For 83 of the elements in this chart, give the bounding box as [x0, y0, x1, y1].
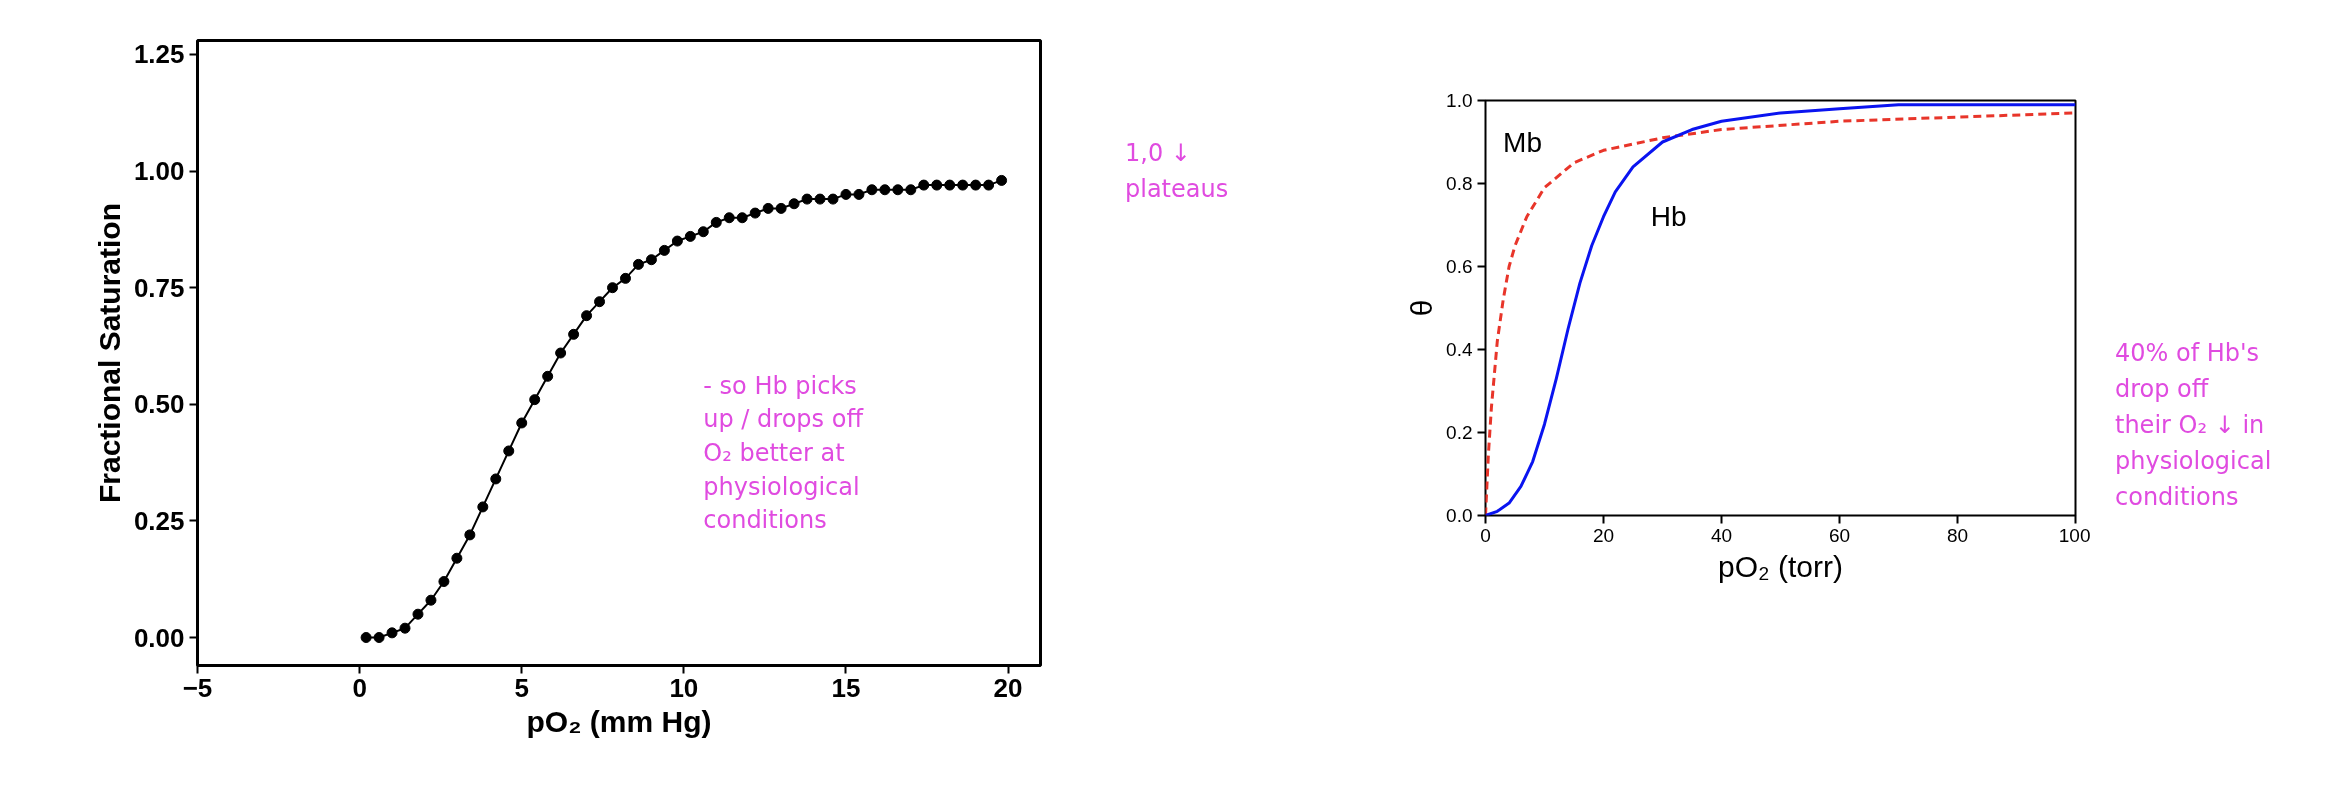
point: [918, 179, 930, 191]
point: [451, 552, 463, 564]
point: [684, 230, 696, 242]
point: [866, 184, 878, 196]
point: [490, 473, 502, 485]
x-tick-label: 80: [1946, 524, 1969, 546]
text: 40% of Hb's drop off their O₂ ↓ in physiological conditions: [2115, 338, 2272, 513]
point: [607, 282, 619, 294]
point: [697, 226, 709, 238]
point: [425, 594, 437, 606]
point: [814, 193, 826, 205]
point: [464, 529, 476, 541]
series-label: Mb: [1503, 127, 1542, 159]
point: [762, 202, 774, 214]
point: [957, 179, 969, 191]
x-tick-label: 20: [993, 672, 1023, 703]
y-axis-title: θ: [1405, 299, 1439, 317]
point: [723, 212, 735, 224]
point: [840, 188, 852, 200]
y-tick-label: 0.25: [133, 505, 185, 536]
y-tick-label: 0.75: [133, 272, 185, 303]
point: [931, 179, 943, 191]
y-tick-label: 0.8: [1446, 173, 1473, 194]
x-tick-label: 15: [831, 672, 861, 703]
y-tick-label: 1.0: [1446, 90, 1473, 111]
point: [568, 328, 580, 340]
y-tick-label: 0.2: [1446, 422, 1473, 443]
point: [412, 608, 424, 620]
x-axis-title: pO₂ (mm Hg): [526, 704, 712, 738]
point: [477, 501, 489, 513]
annotation: - so Hb picks up / drops off O₂ better at physiological conditions: [703, 371, 864, 535]
point: [658, 244, 670, 256]
x-tick-label: 40: [1710, 524, 1733, 546]
point: [983, 179, 995, 191]
x-tick-label: 5: [514, 672, 529, 703]
point: [386, 627, 398, 639]
y-tick-label: 1.00: [133, 156, 185, 187]
point: [892, 184, 904, 196]
point: [788, 198, 800, 210]
y-tick-label: 0.50: [133, 389, 185, 420]
point: [827, 193, 839, 205]
x-tick-label: 0: [1480, 524, 1491, 546]
x-tick-label: 60: [1828, 524, 1851, 546]
point: [529, 394, 541, 406]
point: [438, 576, 450, 588]
series-label: Hb: [1650, 201, 1687, 233]
point: [594, 296, 606, 308]
y-tick-label: 0.00: [133, 622, 185, 653]
point: [581, 310, 593, 322]
y-tick-label: 0.6: [1446, 256, 1473, 277]
point: [905, 184, 917, 196]
point: [360, 632, 372, 644]
point: [555, 347, 567, 359]
point: [749, 207, 761, 219]
y-tick-label: 0.4: [1446, 339, 1473, 360]
point: [944, 179, 956, 191]
point: [710, 216, 722, 228]
point: [619, 272, 631, 284]
text: 1,0 ↓ plateaus: [1125, 138, 1229, 205]
x-tick-label: 100: [2058, 524, 2091, 546]
point: [879, 184, 891, 196]
point: [542, 370, 554, 382]
point: [736, 212, 748, 224]
y-tick-label: 1.25: [133, 39, 185, 70]
point: [632, 258, 644, 270]
point: [373, 632, 385, 644]
x-tick-label: 20: [1592, 524, 1615, 546]
y-axis-title: Fractional Saturation: [92, 202, 126, 504]
point: [399, 622, 411, 634]
point: [801, 193, 813, 205]
x-axis-title: pO₂ (torr): [1718, 549, 1843, 583]
x-tick-label: −5: [182, 672, 213, 703]
x-tick-label: 0: [352, 672, 367, 703]
point: [853, 188, 865, 200]
point: [970, 179, 982, 191]
x-tick-label: 10: [669, 672, 699, 703]
y-tick-label: 0.0: [1446, 505, 1473, 526]
point: [775, 202, 787, 214]
point: [645, 254, 657, 266]
point: [516, 417, 528, 429]
point: [996, 174, 1008, 186]
point: [503, 445, 515, 457]
point: [671, 235, 683, 247]
